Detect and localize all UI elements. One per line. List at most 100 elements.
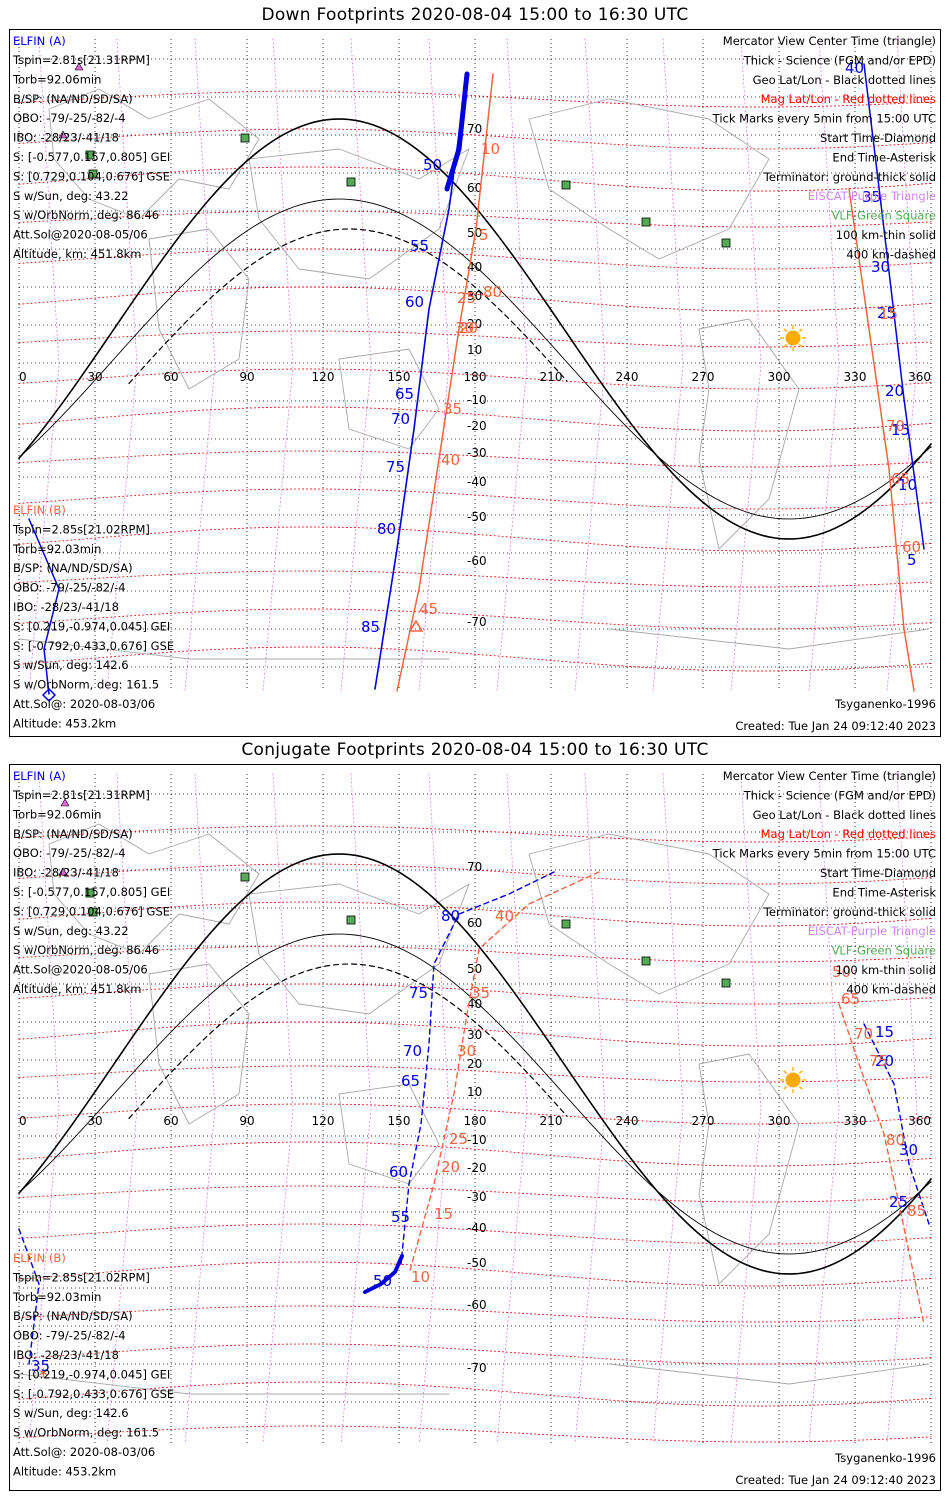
elfin-b-time-label: 20: [459, 319, 478, 337]
elfin-a-info-line: S: [0.729,0.104,0.676] GSE: [13, 904, 170, 918]
mag-meridian-line: [574, 38, 606, 692]
lon-tick-label: 60: [163, 1114, 178, 1128]
mag-latitude-line: [18, 90, 932, 108]
mag-meridian-line: [262, 38, 294, 692]
model-label: Tsyganenko-1996: [834, 1451, 936, 1465]
elfin-b-time-label: 85: [907, 1202, 926, 1220]
mag-latitude-line: [18, 1021, 932, 1047]
legend-item: 100 km-thin solid: [836, 228, 936, 242]
mag-latitude-line: [18, 983, 932, 1005]
lat-tick-label: -10: [467, 393, 487, 407]
legend-item: 400 km-dashed: [846, 247, 936, 261]
lon-tick-label: 120: [312, 370, 335, 384]
elfin-a-time-label: 35: [862, 188, 881, 206]
legend-item: EISCAT-Purple Triangle: [808, 924, 936, 938]
vlf-station-square: [721, 978, 731, 988]
elfin-b-info-line: S: [-0.792,0.433,0.676] GSE: [13, 1387, 174, 1401]
elfin-b-track: [408, 871, 600, 1275]
elfin-a-time-label: 20: [885, 382, 904, 400]
mag-latitude-line: [18, 368, 932, 390]
lat-tick-label: -70: [467, 1361, 487, 1375]
sun-ray: [783, 328, 788, 333]
elfin-b-info-line: S w/Sun, deg: 142.6: [13, 658, 129, 672]
down-footprints-map: 0 30 60 90 120 150 180 210 240 270 300 330 360 70 60 50…: [9, 29, 941, 737]
mag-latitude-line: [18, 1185, 932, 1203]
mag-latitude-line: [18, 863, 932, 885]
elfin-a-time-label: 15: [875, 1023, 894, 1041]
lat-tick-label: -20: [467, 419, 487, 433]
elfin-a-time-label: 65: [395, 385, 414, 403]
sun-ray: [798, 328, 803, 333]
elfin-b-info-line: S w/Sun, deg: 142.6: [13, 1406, 129, 1420]
lon-tick-label: 180: [464, 370, 487, 384]
elfin-a-time-label: 20: [875, 1052, 894, 1070]
mag-meridian-line: [886, 773, 918, 1445]
mag-meridian-line: [496, 773, 528, 1445]
mag-meridian-line: [730, 773, 762, 1445]
lat-tick-label: -30: [467, 446, 487, 460]
mag-latitude-line: [18, 166, 932, 192]
coastline: [338, 348, 440, 450]
elfin-b-info-line: S: [0.219,-0.974,0.045] GEI: [13, 619, 170, 633]
lat-tick-label: -40: [467, 475, 487, 489]
elfin-a-track-west: [18, 1228, 40, 1365]
mag-latitude-line: [18, 526, 932, 552]
legend-item: Terminator: ground-thick solid: [763, 905, 936, 919]
mag-meridian-line: [730, 38, 762, 692]
map-area: [18, 773, 932, 1445]
mag-latitude-line: [18, 1103, 932, 1125]
lon-tick-label: 150: [388, 1114, 411, 1128]
panel-title-down: Down Footprints 2020-08-04 15:00 to 16:3…: [261, 5, 689, 25]
lon-tick-label: 330: [844, 1114, 867, 1128]
mag-latitude-line: [18, 450, 932, 468]
created-timestamp: Created: Tue Jan 24 09:12:40 2023: [735, 719, 936, 733]
elfin-a-time-label: 25: [877, 304, 896, 322]
legend-item: Mercator View Center Time (triangle): [723, 769, 936, 783]
elfin-b-time-label: 35: [443, 400, 462, 418]
elfin-b-info-line: S: [-0.792,0.433,0.676] GSE: [13, 639, 174, 653]
mag-meridian-line: [496, 38, 528, 692]
eiscat-triangle: [58, 867, 68, 876]
mag-meridian-line: [808, 38, 840, 692]
elfin-b-time-label: 15: [434, 1205, 453, 1223]
coastline: [698, 318, 800, 550]
lon-tick-label: 90: [239, 370, 254, 384]
elfin-b-info: ELFIN (B) Tspin=2.85s[21.02RPM] Torb=92.03…: [12, 1251, 174, 1478]
lat-tick-label: 30: [467, 289, 482, 303]
legend-item: Geo Lat/Lon - Black dotted lines: [753, 808, 936, 822]
elfin-b-info-line: Altitude: 453.2km: [13, 1464, 116, 1478]
elfin-b-info-line: Att.Sol@: 2020-08-03/06: [13, 1445, 155, 1459]
lon-tick-label: 180: [464, 1114, 487, 1128]
lat-tick-label: -20: [467, 1161, 487, 1175]
sun-ray: [783, 343, 788, 348]
elfin-b-info-line: Torb=92.03min: [12, 1290, 101, 1304]
start-time-diamond: [41, 687, 57, 703]
elfin-b-time-label: 65: [841, 990, 860, 1008]
vlf-station-square: [88, 907, 98, 917]
lon-tick-label: 240: [616, 1114, 639, 1128]
mag-latitude-line: [18, 1065, 932, 1083]
lat-tick-label: -10: [467, 1133, 487, 1147]
lon-tick-label: 60: [163, 370, 178, 384]
elfin-a-info-line: B/SP: (NA/ND/SD/SA): [13, 827, 133, 841]
legend-item: Terminator: ground-thick solid: [763, 170, 936, 184]
legend-item: Geo Lat/Lon - Black dotted lines: [753, 73, 936, 87]
elfin-b-info-line: S w/OrbNorm, deg: 161.5: [13, 678, 159, 692]
elfin-b-time-label: 30: [455, 319, 474, 337]
coastline: [148, 228, 250, 390]
elfin-a-info-line: OBO: -79/-25/-82/-4: [13, 111, 126, 125]
elfin-a-time-label: 65: [401, 1072, 420, 1090]
coastline: [48, 823, 260, 955]
elfin-a-time-label: 15: [891, 421, 910, 439]
elfin-b-info-line: Att.Sol@: 2020-08-03/06: [13, 697, 155, 711]
mag-latitude-line: [18, 570, 932, 588]
elfin-a-info: ELFIN (A) Tspin=2.81s[21.31RPM] Torb=92.06…: [12, 34, 170, 261]
lon-tick-label: 330: [844, 370, 867, 384]
coastline: [608, 1363, 930, 1385]
lat-tick-label: 30: [467, 1028, 482, 1042]
elfin-b-info-line: IBO: -28/23/-41/18: [13, 1348, 119, 1362]
legend: Mercator View Center Time (triangle) Thic…: [712, 34, 937, 261]
mag-latitude-line: [18, 1425, 932, 1443]
lon-tick-label: 90: [239, 1114, 254, 1128]
elfin-a-info-line: S w/OrbNorm, deg: 86.46: [13, 208, 159, 222]
